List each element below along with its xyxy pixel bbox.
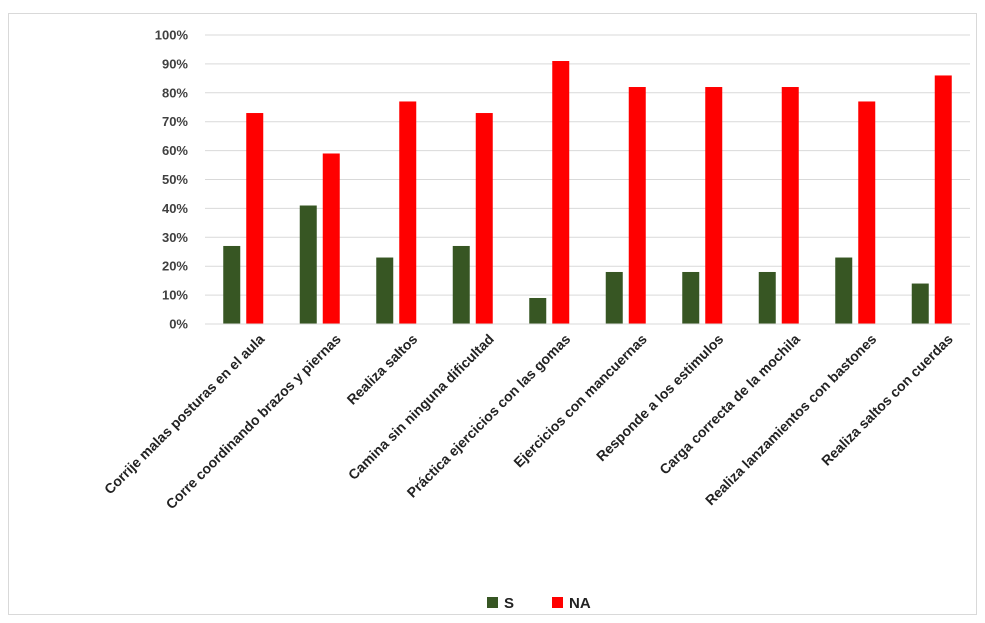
category-label: Realiza saltos con cuerdas <box>818 331 956 469</box>
category-label: Realiza lanzamientos con bastones <box>702 331 880 509</box>
bar-s <box>605 271 623 324</box>
y-tick-label: 30% <box>162 230 188 245</box>
bar-na <box>399 101 417 324</box>
y-tick-label: 60% <box>162 143 188 158</box>
bar-na <box>246 113 264 324</box>
y-tick-label: 70% <box>162 114 188 129</box>
y-tick-label: 90% <box>162 56 188 71</box>
legend: S NA <box>487 595 591 612</box>
y-tick-label: 50% <box>162 172 188 187</box>
bar-na <box>322 153 340 324</box>
category-label: Camina sin ninguna dificultad <box>345 331 497 483</box>
bar-na <box>705 87 723 325</box>
y-axis-ticks: 0% 10% 20% 30% 40% 50% 60% 70% 80% 90% 100% <box>155 28 189 332</box>
bar-s <box>682 271 700 324</box>
bar-na <box>934 75 952 325</box>
bar-na <box>781 87 799 325</box>
category-label: Realiza saltos <box>344 331 421 408</box>
y-tick-label: 80% <box>162 85 188 100</box>
category-label: Corre coordinando brazos y piernas <box>163 331 344 512</box>
bar-s <box>452 245 470 324</box>
y-tick-label: 100% <box>155 28 189 43</box>
y-tick-label: 20% <box>162 259 188 274</box>
category-label: Corrije malas posturas en el aula <box>101 331 268 498</box>
y-tick-label: 0% <box>169 317 188 332</box>
legend-swatch-s <box>487 597 498 608</box>
category-label: Ejercicios con mancuernas <box>510 331 650 471</box>
bar-s <box>911 283 929 324</box>
category-label: Práctica ejercicios con las gomas <box>404 331 574 501</box>
bar-s <box>835 257 853 324</box>
category-label: Carga correcta de la mochila <box>656 331 803 478</box>
bar-na <box>628 87 646 325</box>
y-tick-label: 10% <box>162 288 188 303</box>
legend-label-s: S <box>504 595 514 612</box>
bar-s <box>376 257 394 324</box>
bar-s <box>223 245 241 324</box>
y-tick-label: 40% <box>162 201 188 216</box>
bar-na <box>475 113 493 324</box>
bar-s <box>758 271 776 324</box>
bar-s <box>529 297 547 324</box>
category-label: Responde a los estimulos <box>593 331 727 465</box>
legend-swatch-na <box>552 597 563 608</box>
legend-label-na: NA <box>569 595 591 612</box>
bar-s <box>299 205 317 324</box>
bars <box>223 61 952 325</box>
bar-na <box>552 61 570 324</box>
gridlines <box>205 34 970 296</box>
bar-na <box>858 101 876 324</box>
